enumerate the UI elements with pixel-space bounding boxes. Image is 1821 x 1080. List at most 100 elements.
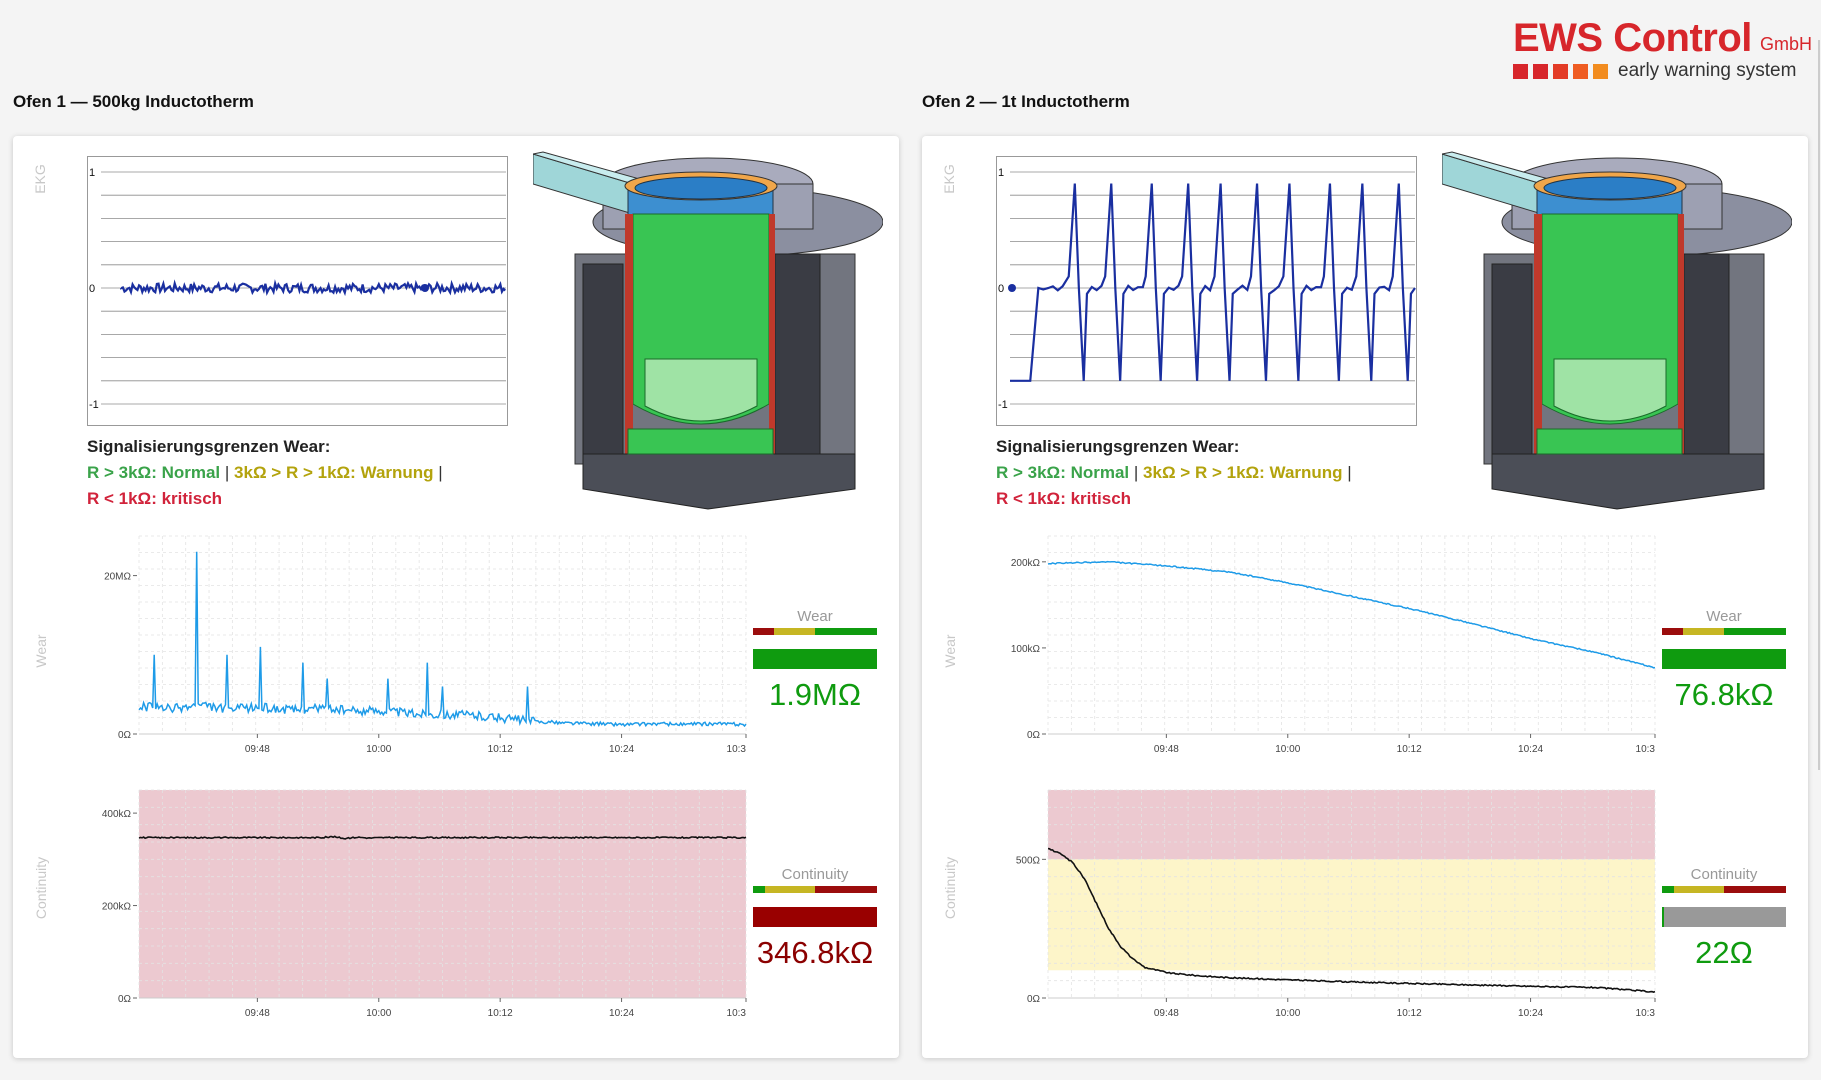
limit-separator: | — [1347, 463, 1352, 482]
furnace-bottom — [627, 428, 774, 455]
wear-gauge-scale — [753, 628, 877, 635]
limit-separator: | — [438, 463, 443, 482]
x-tick-label: 10:00 — [1275, 1008, 1300, 1019]
wear-gauge-value: 76.8kΩ — [1674, 677, 1774, 712]
ekg-frame — [996, 156, 1417, 426]
furnace-melt-level — [1553, 358, 1667, 422]
limit-normal: R > 3kΩ: Normal — [996, 463, 1130, 482]
y-tick-label: 0Ω — [1027, 730, 1041, 741]
continuity-gauge-label: Continuity — [781, 866, 849, 883]
limit-separator: | — [1133, 463, 1139, 482]
x-tick-label: 10:12 — [488, 1008, 513, 1019]
x-tick-label: 10:3 — [727, 744, 747, 755]
series-line — [138, 835, 747, 840]
threshold-band — [1048, 859, 1655, 971]
ekg-side-label: EKG — [32, 164, 48, 194]
y-tick-label: 400kΩ — [102, 809, 132, 820]
wear-side-label: Wear — [942, 634, 958, 668]
ekg-tick-label: -1 — [998, 399, 1008, 411]
brand-suffix: GmbH — [1760, 34, 1813, 54]
furnace-liner-right — [769, 214, 775, 454]
limits-heading: Signalisierungsgrenzen Wear: — [87, 437, 331, 456]
wear-chart: 200kΩ 100kΩ 0Ω 09:48 10:00 10:12 10:24 10:3 — [1011, 535, 1656, 755]
wear-gauge-scale — [1662, 628, 1786, 635]
ekg-tick-label: -1 — [89, 399, 99, 411]
x-tick-label: 09:48 — [1154, 744, 1179, 755]
ekg-tick-label: 1 — [89, 167, 95, 179]
furnace-liner-left — [625, 214, 633, 454]
scroll-edge — [1818, 40, 1820, 770]
ekg-chart: 1 0 -1 — [87, 156, 508, 426]
ekg-chart: 1 0 -1 — [996, 156, 1417, 426]
limit-warning: 3kΩ > R > 1kΩ: Warnung — [234, 463, 434, 482]
furnace-coil-right — [774, 253, 821, 455]
x-tick-label: 10:3 — [1636, 744, 1656, 755]
brand-square — [1553, 64, 1568, 79]
furnace-liner-left — [1534, 214, 1542, 454]
furnace-cutaway-image — [1442, 151, 1792, 510]
limit-critical: R < 1kΩ: kritisch — [87, 489, 223, 508]
y-tick-label: 200kΩ — [102, 902, 132, 913]
continuity-chart: 400kΩ 200kΩ 0Ω 09:48 10:00 10:12 10:24 10:3 — [102, 789, 747, 1019]
series-line — [1047, 847, 1656, 993]
oven-1-card: EKG 1 0 -1 Signalisierungsgrenzen Wear: R … — [13, 136, 899, 1058]
limit-warning: 3kΩ > R > 1kΩ: Warnung — [1143, 463, 1343, 482]
brand-square — [1593, 64, 1608, 79]
wear-side-label: Wear — [33, 634, 49, 668]
continuity-gauge-value: 22Ω — [1695, 935, 1753, 970]
wear-gauge-label: Wear — [797, 608, 833, 625]
ekg-tick-label: 0 — [89, 283, 95, 295]
ekg-tick-label: 1 — [998, 167, 1004, 179]
wear-chart: 20MΩ 0Ω 09:48 10:00 10:12 10:24 10:3 — [104, 535, 747, 755]
oven-2-title: Ofen 2 — 1t Inductotherm — [922, 92, 1130, 111]
wear-limits: Signalisierungsgrenzen Wear: R > 3kΩ: No… — [996, 434, 1352, 512]
y-tick-label: 0Ω — [118, 994, 132, 1005]
limit-critical: R < 1kΩ: kritisch — [996, 489, 1132, 508]
y-tick-label: 100kΩ — [1011, 644, 1041, 655]
y-tick-label: 0Ω — [1027, 994, 1041, 1005]
oven-2-card: EKG 1 0 -1 Signalisierungsgrenzen Wear: R … — [922, 136, 1808, 1058]
oven-1-title: Ofen 1 — 500kg Inductotherm — [13, 92, 254, 111]
wear-gauge-label: Wear — [1706, 608, 1742, 625]
furnace-melt-level — [644, 358, 758, 422]
wear-gauge-bar — [753, 649, 877, 669]
y-tick-label: 200kΩ — [1011, 558, 1041, 569]
furnace-cutaway-image — [533, 151, 883, 510]
x-tick-label: 10:3 — [727, 1008, 747, 1019]
continuity-gauge-label: Continuity — [1690, 866, 1758, 883]
continuity-gauge: Continuity 22Ω — [1662, 866, 1786, 971]
brand-tagline: early warning system — [1618, 60, 1797, 81]
x-tick-label: 10:24 — [609, 1008, 634, 1019]
x-tick-label: 10:24 — [1518, 744, 1543, 755]
limits-heading: Signalisierungsgrenzen Wear: — [996, 437, 1240, 456]
ekg-series-line — [120, 279, 506, 297]
ekg-series-line — [1010, 183, 1416, 382]
brand-logo: EWS Control GmbH early warning system — [1510, 16, 1813, 86]
furnace-liner-right — [1678, 214, 1684, 454]
limit-separator: | — [224, 463, 230, 482]
continuity-gauge-bar — [753, 907, 877, 927]
x-tick-label: 10:12 — [1397, 1008, 1422, 1019]
ekg-side-label: EKG — [941, 164, 957, 194]
continuity-side-label: Continuity — [33, 856, 49, 920]
continuity-gauge: Continuity 346.8kΩ — [753, 866, 877, 971]
y-tick-label: 500Ω — [1016, 855, 1041, 866]
continuity-side-label: Continuity — [942, 856, 958, 920]
ekg-tick-label: 0 — [998, 283, 1004, 295]
wear-limits: Signalisierungsgrenzen Wear: R > 3kΩ: No… — [87, 434, 443, 512]
furnace-bottom — [1536, 428, 1683, 455]
x-tick-label: 10:12 — [1397, 744, 1422, 755]
ekg-marker — [1008, 284, 1016, 292]
continuity-gauge-bar — [1662, 907, 1786, 927]
x-tick-label: 09:48 — [1154, 1008, 1179, 1019]
x-tick-label: 09:48 — [245, 744, 270, 755]
furnace-base — [582, 453, 856, 510]
brand-squares — [1513, 64, 1608, 79]
wear-gauge: Wear 76.8kΩ — [1662, 608, 1786, 713]
x-tick-label: 10:00 — [1275, 744, 1300, 755]
limit-normal: R > 3kΩ: Normal — [87, 463, 221, 482]
brand-square — [1573, 64, 1588, 79]
brand-name: EWS Control — [1513, 16, 1752, 60]
x-tick-label: 10:24 — [1518, 1008, 1543, 1019]
furnace-coil-left — [582, 263, 624, 455]
